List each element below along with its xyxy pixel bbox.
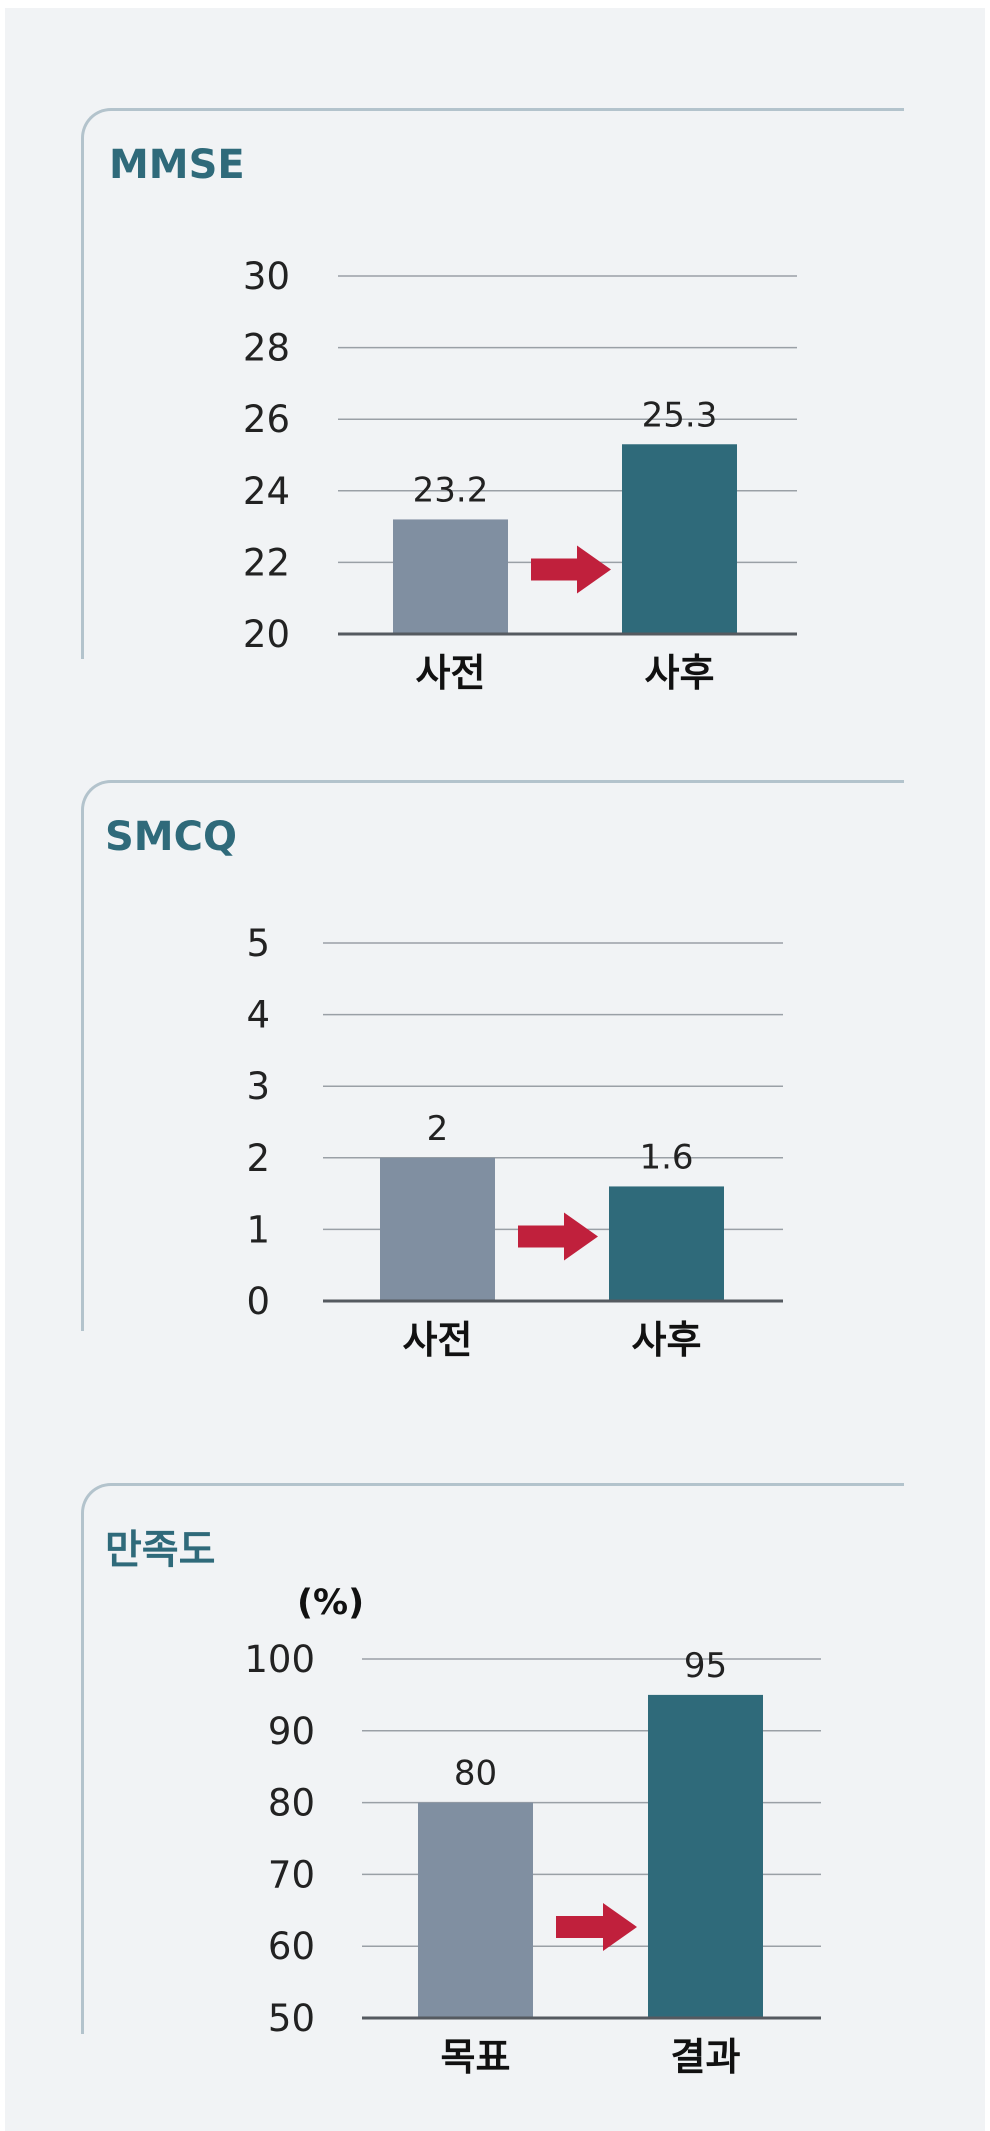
y-tick-label: 0 (246, 1280, 270, 1323)
y-tick-label: 1 (246, 1208, 270, 1251)
bar-first (380, 1157, 495, 1301)
smcq-chart-title: SMCQ (105, 814, 237, 860)
mmse-chart-title: MMSE (109, 142, 245, 188)
category-label: 사전 (416, 651, 486, 695)
smcq-bar-chart: 0 1 2 3 4 5 2 사전 1.6 사후 (246, 922, 783, 1362)
bar-first (393, 519, 508, 634)
value-label: 2 (427, 1109, 449, 1149)
change-arrow-icon (556, 1903, 637, 1951)
y-tick-label: 80 (268, 1782, 315, 1825)
bar-second (648, 1694, 763, 2018)
bar-second (622, 444, 737, 634)
y-tick-label: 70 (268, 1853, 315, 1896)
mmse-bar-chart: 20 22 24 26 28 30 23.2 사전 25.3 사후 (243, 255, 797, 695)
y-tick-label: 4 (246, 994, 270, 1037)
y-tick-label: 26 (243, 398, 290, 441)
category-label: 결과 (671, 2035, 741, 2079)
change-arrow-icon (518, 1212, 598, 1261)
value-label: 1.6 (639, 1137, 693, 1177)
value-label: 95 (684, 1646, 727, 1686)
value-label: 25.3 (642, 395, 718, 435)
category-label: 사후 (645, 651, 715, 695)
y-tick-label: 2 (246, 1137, 270, 1180)
y-tick-label: 30 (243, 255, 290, 298)
value-label: 23.2 (413, 470, 489, 510)
y-tick-label: 5 (246, 922, 270, 965)
value-label: 80 (454, 1754, 497, 1794)
y-tick-label: 100 (244, 1638, 315, 1681)
y-tick-label: 28 (243, 327, 290, 370)
infographic-panel: MMSE 20 22 24 26 28 30 23.2 사전 25.3 사후 SMCQ 0 1 2 3 4… (5, 8, 985, 2131)
satisfaction-bar-chart: 50 60 70 80 90 100 80 목표 95 결과 (%) (244, 1583, 821, 2079)
category-label: 사후 (632, 1318, 702, 1362)
y-tick-label: 20 (243, 613, 290, 656)
change-arrow-icon (531, 545, 611, 594)
y-tick-label: 50 (268, 1997, 315, 2040)
category-label: 목표 (441, 2035, 511, 2079)
y-tick-label: 60 (268, 1925, 315, 1968)
bar-first (418, 1802, 533, 2018)
satisfaction-chart-title: 만족도 (105, 1527, 216, 1573)
satisfaction-chart-frame (81, 1483, 904, 2034)
y-tick-label: 22 (243, 541, 290, 584)
y-tick-label: 3 (246, 1065, 270, 1108)
smcq-chart-frame (81, 780, 904, 1331)
bar-second (609, 1186, 724, 1301)
unit-label: (%) (297, 1583, 364, 1623)
mmse-chart-frame (81, 108, 904, 659)
y-tick-label: 90 (268, 1710, 315, 1753)
category-label: 사전 (403, 1318, 473, 1362)
y-tick-label: 24 (243, 470, 290, 513)
